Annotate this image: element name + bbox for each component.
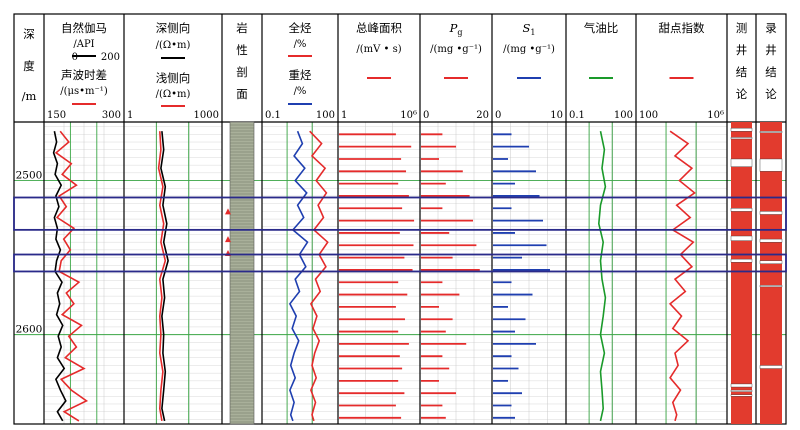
log-conclusion-title-2: 结 [736, 65, 748, 79]
heavy_gas-curve [288, 130, 309, 422]
s1-name: S1 [523, 21, 536, 37]
lith-title-1: 性 [236, 43, 248, 57]
mud-conclusion-title-3: 论 [765, 87, 777, 101]
log-conclusion-column [731, 122, 752, 424]
depth-label-2600: 2600 [16, 324, 43, 336]
total-gas-name: 全烃 [289, 21, 312, 35]
res-scale-left: 1 [127, 110, 133, 121]
depth-title-0: 深 [23, 27, 35, 41]
gor-scale-right: 100 [614, 110, 633, 121]
pg-scale-left: 0 [423, 110, 429, 121]
depth-label-2500: 2500 [16, 170, 43, 182]
lls-unit: /(Ω•m) [156, 89, 191, 100]
oil-show-marker-1 [225, 236, 231, 243]
oil-show-marker-0 [225, 208, 231, 215]
log-conclusion-title-0: 测 [736, 21, 748, 35]
lithology-column [229, 121, 255, 425]
lld-name: 深侧向 [156, 21, 191, 35]
ac-name: 声波时差 [61, 68, 107, 82]
gor-scale-left: 0.1 [569, 110, 585, 121]
heavy-gas-name: 重烃 [289, 68, 312, 82]
ac-curve [54, 130, 89, 422]
ac-unit: /(μs•m⁻¹) [60, 86, 108, 97]
peak-area-name: 总峰面积 [356, 21, 402, 35]
log-conclusion-title-1: 井 [736, 43, 748, 57]
mud-conclusion-title-1: 井 [765, 43, 777, 57]
sweet-curve [668, 130, 696, 422]
s1-scale-left: 0 [495, 110, 501, 121]
gr-curve [52, 131, 67, 422]
lith-title-3: 面 [236, 87, 248, 101]
sweet-name: 甜点指数 [659, 21, 705, 35]
heavy-gas-unit: /% [294, 86, 307, 97]
log-conclusion-title-3: 论 [736, 87, 748, 101]
gr-unit: /API [73, 39, 94, 50]
total_gas-curve [309, 130, 329, 422]
gas-scale-right: 100 [316, 110, 335, 121]
log-body: 2500 2600 [13, 121, 787, 425]
depth-title-2: /m [22, 89, 37, 103]
gor-name: 气油比 [584, 21, 619, 35]
lls-curve [157, 131, 167, 422]
s1-scale-right: 10 [550, 110, 563, 121]
ac-scale-right: 300 [102, 110, 121, 121]
lld-unit: /(Ω•m) [156, 40, 191, 51]
gr-scale-left: 0 [72, 52, 78, 63]
depth-title-1: 度 [23, 59, 35, 73]
highlight-interval-0 [13, 196, 787, 231]
res-scale-right: 1000 [194, 110, 219, 121]
peak-area-scale-left: 1 [341, 110, 347, 121]
gor-curve [597, 131, 607, 422]
ac-scale-left: 150 [47, 110, 66, 121]
total-gas-unit: /% [294, 39, 307, 50]
pg-unit: /(mg •g⁻¹) [430, 44, 482, 55]
sweet-scale-right: 10⁶ [707, 110, 724, 121]
lls-name: 浅侧向 [156, 71, 191, 85]
mud-conclusion-title-2: 结 [765, 65, 777, 79]
gas-scale-left: 0.1 [265, 110, 281, 121]
gr-name: 自然伽马 [61, 21, 107, 35]
pg-name: Pg [449, 21, 463, 37]
s1-unit: /(mg •g⁻¹) [503, 44, 555, 55]
background-layer [14, 122, 786, 424]
pg-scale-right: 20 [476, 110, 489, 121]
mud-conclusion-title-0: 录 [765, 21, 777, 35]
peak-area-scale-right: 10⁶ [400, 110, 417, 121]
gr-scale-right: 200 [101, 52, 120, 63]
sweet-scale-left: 100 [639, 110, 658, 121]
highlight-interval-1 [13, 253, 787, 273]
lith-title-2: 剖 [236, 65, 248, 79]
peak-area-unit: /(mV • s) [356, 44, 401, 55]
lld-curve [160, 131, 169, 422]
lith-title-0: 岩 [236, 21, 248, 35]
